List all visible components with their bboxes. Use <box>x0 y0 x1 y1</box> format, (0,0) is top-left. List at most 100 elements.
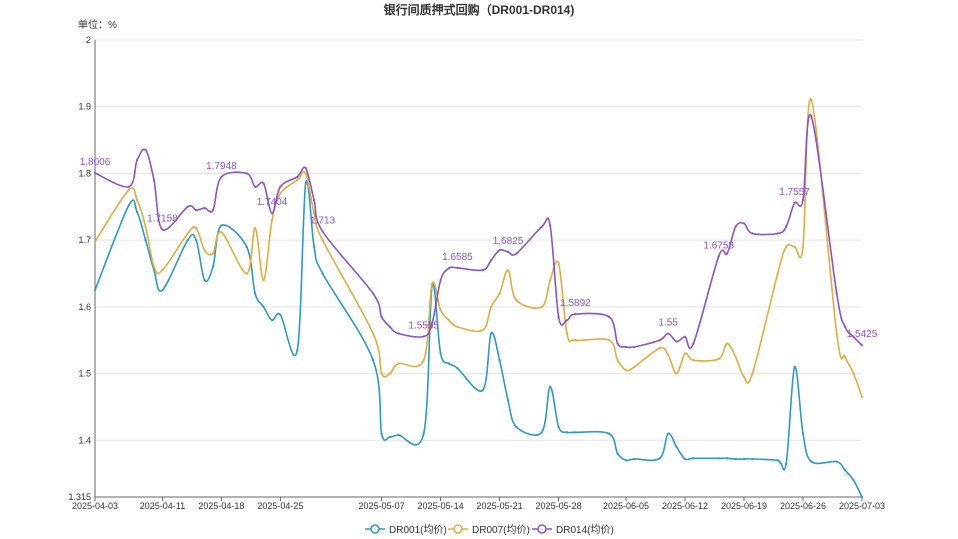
data-point <box>574 431 577 434</box>
data-point <box>194 208 198 212</box>
data-point <box>304 166 307 170</box>
data-point <box>616 452 619 455</box>
data-point <box>456 266 459 270</box>
data-point <box>692 342 695 345</box>
data-point <box>245 172 248 175</box>
series-line-dr014 <box>94 114 863 350</box>
data-point <box>793 201 796 205</box>
data-label: 1.5555 <box>408 321 439 332</box>
x-tick-label: 2025-06-05 <box>603 501 649 511</box>
data-point <box>506 268 510 272</box>
data-point <box>312 212 316 215</box>
data-point <box>717 457 720 460</box>
data-point <box>304 172 307 175</box>
data-point <box>380 372 383 375</box>
data-point <box>725 342 729 345</box>
data-point <box>843 469 847 472</box>
data-point <box>793 245 796 249</box>
data-point <box>422 335 425 338</box>
data-label: 1.55 <box>658 318 678 329</box>
data-point <box>666 332 670 335</box>
legend-item-dr014[interactable]: DR014(均价) <box>532 524 614 536</box>
data-point <box>270 319 274 322</box>
data-point <box>371 332 375 335</box>
data-point <box>683 352 687 355</box>
data-point <box>422 432 425 435</box>
data-point <box>447 319 451 322</box>
data-point <box>548 278 552 282</box>
data-point <box>616 359 619 362</box>
data-point <box>692 457 695 460</box>
data-point <box>489 258 493 262</box>
data-point <box>835 460 838 463</box>
data-point <box>633 365 636 369</box>
data-point <box>481 389 484 392</box>
data-point <box>380 432 383 435</box>
data-point <box>296 175 299 178</box>
data-point <box>304 182 307 185</box>
data-point <box>742 457 746 461</box>
legend-item-dr001[interactable]: DR001(均价) <box>365 524 447 536</box>
data-point <box>683 335 687 339</box>
data-point <box>835 292 838 295</box>
data-point <box>312 198 316 202</box>
data-point <box>565 332 569 335</box>
data-label: 1.713 <box>310 215 335 226</box>
data-point <box>430 282 434 285</box>
data-point <box>489 332 493 335</box>
unit-label: 单位：% <box>78 18 117 31</box>
x-tick-label: 2025-04-18 <box>198 501 244 511</box>
data-point <box>776 459 779 462</box>
data-point <box>574 339 577 342</box>
data-point <box>624 345 628 349</box>
data-point <box>194 226 198 230</box>
data-point <box>506 250 510 254</box>
data-label: 1.8006 <box>80 157 111 168</box>
data-point <box>430 322 434 325</box>
data-point <box>93 288 97 292</box>
data-point <box>371 359 375 362</box>
data-point <box>557 262 560 265</box>
data-point <box>253 292 257 295</box>
legend-marker-icon <box>370 524 380 534</box>
data-point <box>725 457 729 460</box>
data-point <box>161 268 164 272</box>
data-point <box>456 325 459 329</box>
y-tick-label: 1.6 <box>78 302 91 312</box>
y-tick-label: 1.9 <box>78 102 91 112</box>
data-point <box>489 305 493 309</box>
data-point <box>161 288 164 292</box>
legend[interactable]: DR001(均价) DR007(均价) DR014(均价) <box>365 524 614 536</box>
data-point <box>279 313 282 317</box>
data-point <box>144 225 147 229</box>
legend-label: DR007(均价) <box>472 524 530 536</box>
data-point <box>801 245 805 249</box>
data-point <box>245 245 248 249</box>
y-tick-label: 2 <box>86 35 91 45</box>
data-point <box>548 224 552 227</box>
y-tick-label: 1.7 <box>78 235 91 245</box>
data-point <box>498 292 501 295</box>
data-point <box>422 359 425 362</box>
data-label: 1.6585 <box>442 252 473 263</box>
data-point <box>574 312 577 316</box>
data-point <box>515 252 518 255</box>
data-point <box>127 204 130 207</box>
data-point <box>860 395 864 399</box>
data-point <box>211 252 215 255</box>
data-label: 1.7404 <box>257 197 288 208</box>
x-tick-label: 2025-05-07 <box>359 501 405 511</box>
data-point <box>734 355 737 359</box>
legend-item-dr007[interactable]: DR007(均价) <box>448 524 530 536</box>
data-point <box>481 329 484 332</box>
data-point <box>439 352 442 355</box>
data-point <box>186 238 189 242</box>
data-label: 1.5425 <box>847 329 878 340</box>
data-point <box>810 460 813 463</box>
data-point <box>633 345 636 349</box>
data-point <box>93 240 97 243</box>
grid-layer <box>95 39 862 441</box>
data-point <box>135 198 139 202</box>
data-point <box>515 298 518 302</box>
data-point <box>852 479 855 482</box>
